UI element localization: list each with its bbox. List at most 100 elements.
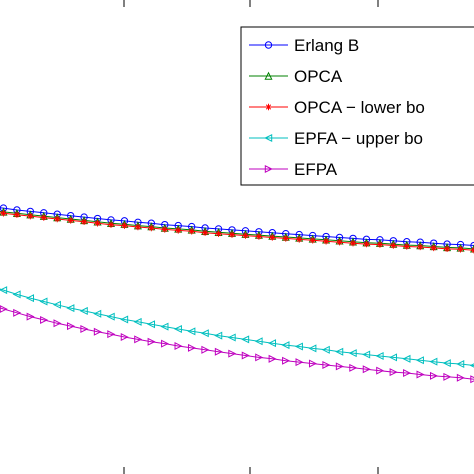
data-point [242, 232, 249, 239]
data-point [13, 308, 22, 317]
data-point [457, 246, 464, 253]
series-4 [0, 305, 474, 384]
data-point [52, 300, 61, 309]
legend-marker [264, 133, 273, 143]
data-point [54, 215, 61, 223]
data-point [308, 344, 317, 353]
data-point [214, 331, 223, 340]
data-point [255, 233, 263, 240]
legend-entry-3: EPFA − upper bo [249, 129, 423, 148]
data-point [161, 339, 170, 348]
data-point [241, 351, 250, 360]
legend-label: Erlang B [294, 36, 359, 55]
legend-box [240, 26, 474, 186]
data-point [470, 375, 474, 384]
data-point [53, 319, 62, 328]
data-point [403, 243, 410, 250]
data-point [27, 212, 34, 220]
data-point [40, 214, 47, 221]
data-point [349, 239, 357, 247]
data-point [456, 360, 465, 369]
data-point [120, 333, 129, 342]
data-point [214, 347, 223, 356]
data-point [429, 357, 438, 366]
data-point [201, 229, 209, 236]
data-point [40, 315, 49, 324]
data-point [376, 241, 384, 248]
data-point [254, 337, 263, 346]
series-0 [0, 204, 474, 250]
data-point [281, 341, 290, 350]
series-line-4 [0, 307, 474, 380]
data-point [173, 324, 182, 333]
data-point [429, 371, 439, 380]
data-point [215, 230, 222, 237]
data-point [363, 240, 370, 248]
data-point [348, 349, 357, 358]
data-point [282, 356, 291, 365]
legend-label: OPCA [294, 67, 343, 86]
data-point [296, 236, 303, 243]
data-point [416, 370, 425, 379]
data-point [93, 327, 102, 336]
data-point [200, 329, 209, 338]
data-point [187, 343, 197, 352]
data-point [175, 227, 182, 234]
data-point [443, 245, 451, 253]
data-point [201, 345, 210, 354]
data-point [227, 333, 236, 342]
data-point [12, 290, 21, 299]
data-point [282, 235, 289, 242]
data-point [336, 239, 343, 246]
legend-label: OPCA − lower bo [294, 98, 425, 117]
data-point [133, 317, 142, 326]
data-point [188, 228, 195, 235]
legend-marker [264, 164, 273, 174]
data-point [106, 312, 115, 321]
data-point [39, 297, 48, 306]
data-point [389, 368, 398, 377]
data-point [134, 335, 143, 344]
data-point [107, 330, 116, 339]
data-point [417, 243, 424, 251]
data-point [294, 342, 303, 351]
data-point [161, 226, 168, 233]
data-point [228, 231, 236, 238]
legend-entry-1: OPCA [249, 67, 343, 86]
data-point [362, 365, 371, 374]
data-point [295, 358, 304, 367]
data-point [25, 294, 35, 303]
legend-label: EFPA [294, 160, 338, 179]
legend: Erlang B OPCA OPCA − lower bo EPFA − upper … [240, 26, 474, 186]
data-point [255, 353, 264, 362]
data-point [322, 238, 330, 245]
legend-marker [264, 71, 273, 80]
legend-entry-4: EFPA [249, 160, 338, 179]
data-point [309, 237, 316, 244]
data-point [349, 363, 358, 372]
data-point [80, 324, 89, 333]
data-point [94, 220, 101, 227]
data-point [13, 211, 21, 218]
series-line-3 [0, 288, 474, 366]
plot-area [0, 204, 474, 384]
data-point [93, 309, 102, 318]
data-point [335, 362, 344, 371]
data-point [187, 327, 196, 336]
data-point [147, 337, 156, 346]
data-point [268, 354, 277, 363]
series-2 [0, 210, 474, 254]
data-point [0, 286, 8, 295]
data-point [80, 218, 88, 226]
data-point [335, 347, 344, 356]
data-point [120, 315, 129, 324]
data-point [321, 345, 330, 354]
data-point [415, 356, 424, 365]
legend-entry-2: OPCA − lower bo [249, 98, 425, 117]
legend-entry-0: Erlang B [249, 36, 359, 55]
data-point [443, 372, 452, 381]
legend-label: EPFA − upper bo [294, 129, 423, 148]
data-point [375, 351, 384, 360]
data-point [174, 342, 183, 351]
